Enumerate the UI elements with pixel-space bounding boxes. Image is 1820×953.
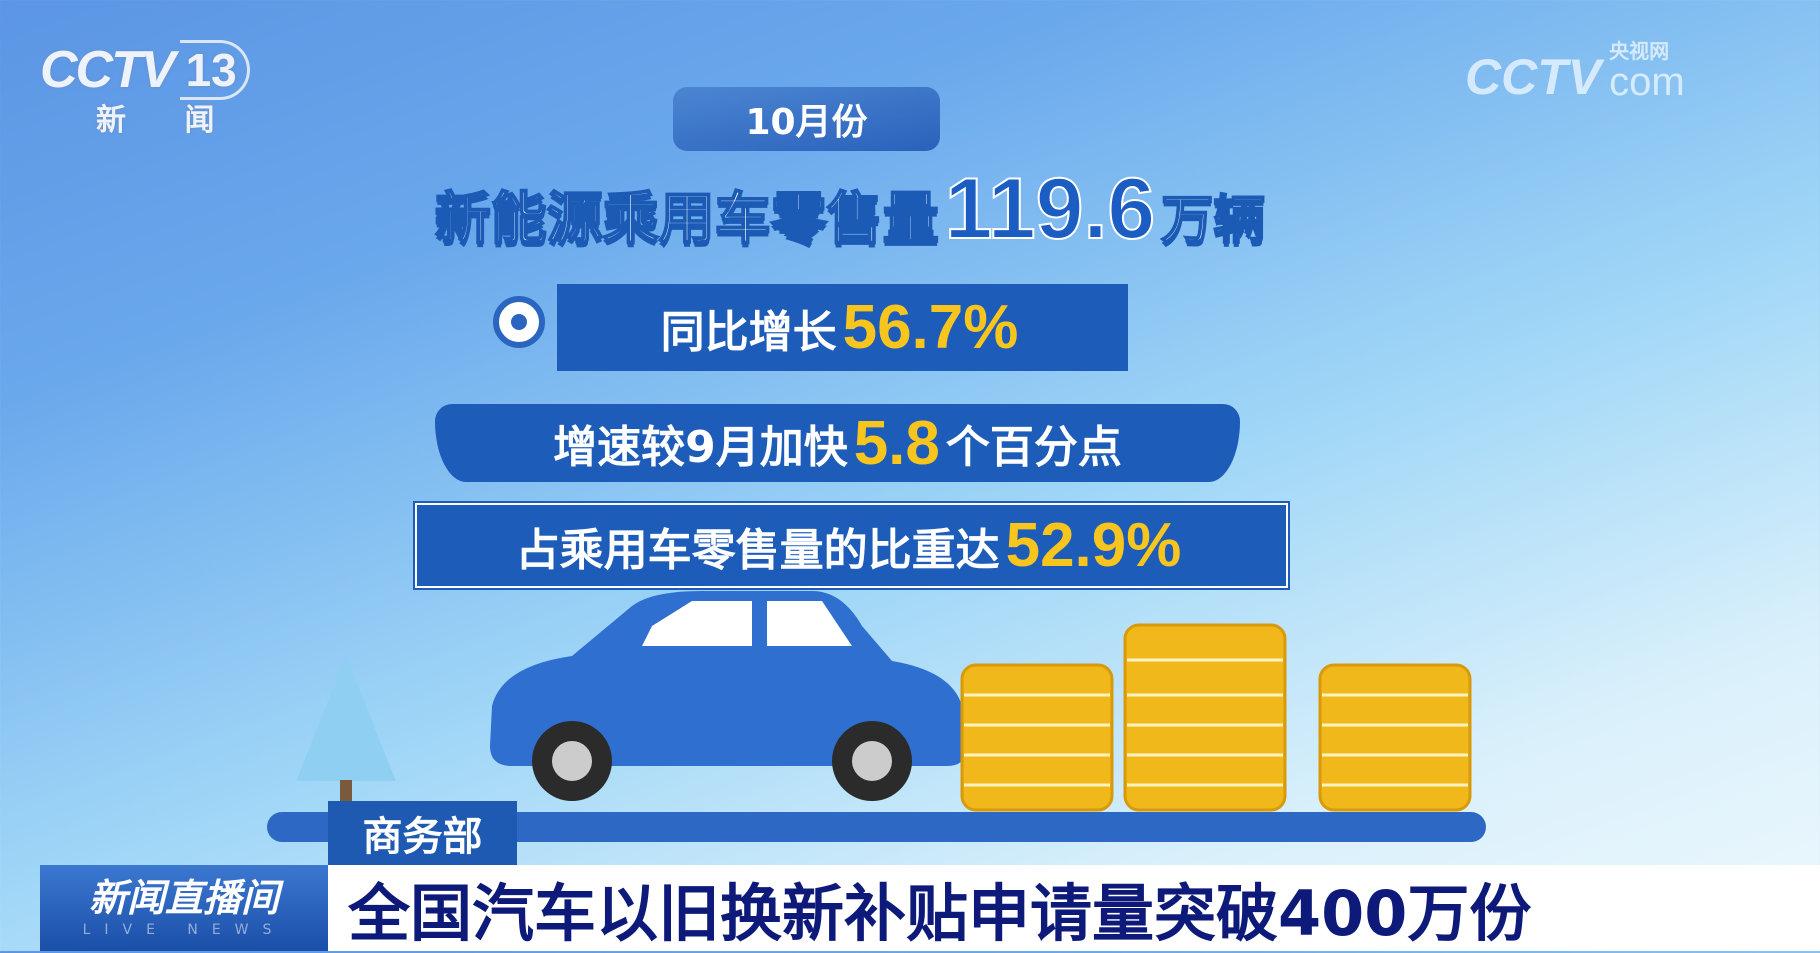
logo-cn: 央视网	[1609, 39, 1670, 63]
logo-brand: CCTV	[1465, 49, 1602, 105]
program-name: 新闻直播间	[88, 875, 279, 920]
coin-stacks-illustration	[960, 623, 1472, 812]
cctv13-logo: CCTV 13 新 闻	[40, 40, 250, 137]
stat-acceleration: 增速较9月加快 5.8 个百分点	[435, 404, 1240, 482]
program-sub: LIVE NEWS	[82, 921, 286, 938]
stat-value: 5.8	[853, 408, 940, 478]
stat-label: 新能源乘用车零售量	[434, 187, 940, 252]
program-logo: 新闻直播间 LIVE NEWS	[40, 865, 328, 951]
location-pin-icon	[493, 296, 545, 348]
logo-channel: 13	[179, 40, 250, 100]
coin-stack	[960, 663, 1114, 812]
stat-unit: 万辆	[1160, 191, 1266, 251]
logo-side: 央视网 com	[1609, 40, 1685, 102]
stat-suffix: 个百分点	[945, 422, 1122, 473]
logo-brand: CCTV	[40, 41, 176, 99]
month-pill: 10月份	[673, 87, 940, 151]
stat-yoy: 同比增长 56.7%	[557, 284, 1128, 371]
stat-value: 56.7%	[842, 293, 1019, 362]
stat-label: 占乘用车零售量的比重达	[515, 524, 1000, 576]
logo-subtitle: 新 闻	[96, 103, 239, 138]
news-headline: 全国汽车以旧换新补贴申请量突破400万份	[328, 865, 1820, 951]
stat-label: 增速较9月加快	[553, 422, 848, 473]
coin-stack	[1123, 623, 1287, 812]
source-tag: 商务部	[328, 801, 517, 865]
coin-stack	[1318, 663, 1472, 812]
cctv-com-logo: CCTV 央视网 com	[1465, 40, 1685, 102]
logo-suffix: com	[1609, 60, 1685, 104]
car-illustration	[490, 591, 967, 801]
stat-share: 占乘用车零售量的比重达 52.9%	[415, 503, 1288, 588]
stat-value: 119.6	[944, 160, 1156, 258]
stat-label: 同比增长	[660, 306, 837, 358]
stat-value: 52.9%	[1005, 511, 1182, 580]
logo-top: CCTV 13	[40, 40, 250, 100]
tree-illustration	[296, 656, 396, 781]
headline-stat: 新能源乘用车零售量119.6 万辆	[300, 160, 1400, 259]
